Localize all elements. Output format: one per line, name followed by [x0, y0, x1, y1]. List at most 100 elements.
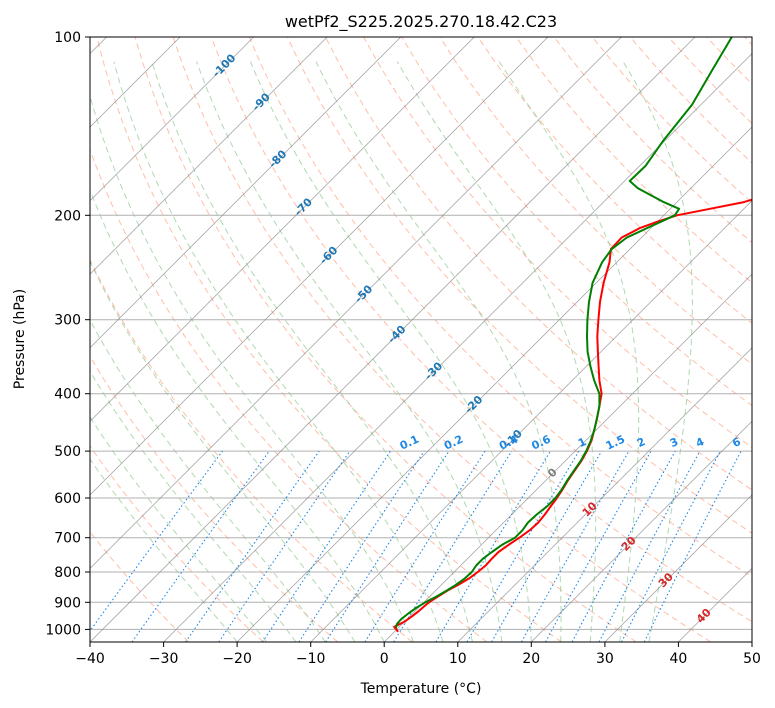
dry-adiabat-line [172, 37, 712, 642]
dry-adiabat-line [134, 37, 637, 642]
moist-adiabat-line [498, 61, 640, 642]
moist-adiabat-line [196, 61, 503, 642]
dry-adiabat-line [439, 37, 752, 365]
isotherm-label: 40 [694, 606, 714, 626]
profile-lines [393, 37, 752, 633]
y-axis-ticks: 100 200 300 400 500 600 700 800 900 1000 [45, 30, 90, 638]
isotherm-label: 0 [545, 465, 560, 480]
y-tick-label: 200 [54, 208, 81, 224]
mixing-ratio-line [393, 450, 513, 642]
x-tick-label: −30 [149, 651, 179, 667]
dry-adiabat-line [248, 37, 752, 578]
x-axis-label: Temperature (°C) [360, 681, 482, 697]
isotherm-label: -30 [422, 359, 445, 382]
isotherm-gridline [383, 273, 752, 642]
dry-adiabat-line [325, 37, 752, 491]
x-tick-label: 30 [596, 651, 614, 667]
dry-adiabat-line [744, 37, 752, 46]
isotherm-gridline [90, 37, 622, 569]
y-tick-label: 800 [54, 565, 81, 581]
dry-adiabat-line [286, 37, 752, 534]
moist-adiabat-line [90, 370, 297, 642]
isotherm-gridline [90, 37, 328, 275]
y-tick-label: 300 [54, 313, 81, 329]
y-tick-label: 700 [54, 531, 81, 547]
y-tick-label: 1000 [45, 622, 81, 638]
y-tick-label: 600 [54, 491, 81, 507]
plot-frame [89, 36, 753, 643]
moist-adiabat-line [90, 188, 385, 642]
x-tick-label: −10 [296, 651, 326, 667]
isotherm-label: -100 [210, 51, 239, 80]
isotherm-gridline [236, 126, 752, 642]
y-tick-label: 400 [54, 387, 81, 403]
isotherm-gridline [163, 53, 752, 642]
x-tick-label: 40 [669, 651, 687, 667]
x-tick-label: 0 [380, 651, 389, 667]
isotherm-label: -90 [250, 90, 273, 113]
moist-adiabat-line [90, 260, 356, 642]
isotherm-gridline [604, 494, 752, 642]
isotherm-gridline [751, 641, 752, 642]
dry-adiabat-line [668, 37, 752, 125]
isotherm-gridline [678, 567, 752, 642]
mixing-ratio-line [571, 450, 676, 642]
mixing-ratio-label: 0.2 [442, 433, 465, 453]
x-tick-label: 10 [449, 651, 467, 667]
dry-adiabat-line [90, 355, 339, 642]
dry-adiabat-line [96, 37, 562, 642]
mixing-ratio-label: 0.1 [398, 433, 421, 453]
mixing-ratio-line [545, 450, 652, 642]
dry-adiabat-line [629, 37, 752, 164]
dewpoint-profile-line [394, 37, 733, 629]
mixing-ratio-line [466, 450, 580, 642]
x-tick-label: −20 [222, 651, 252, 667]
mixing-ratio-label: 2 [635, 435, 647, 450]
mixing-ratio-line [598, 450, 701, 642]
moist-adiabat-line [90, 94, 415, 642]
dry-adiabat-line [90, 258, 413, 642]
mixing-ratio-line [262, 450, 391, 642]
x-tick-label: 50 [743, 651, 761, 667]
isotherm-gridline [90, 37, 475, 422]
mixing-ratio-line [521, 450, 630, 642]
moist-adiabat-line [151, 61, 473, 642]
mixing-ratio-label: 8 [756, 435, 768, 450]
mixing-ratio-line [298, 450, 425, 642]
moist-adiabat-line [396, 61, 597, 642]
isotherm-gridline [90, 37, 402, 349]
isotherm-label: 10 [580, 499, 600, 519]
dry-adiabat-line [90, 148, 488, 642]
dry-adiabat-line [706, 37, 752, 85]
mixing-ratio-label: 6 [730, 435, 743, 450]
mixing-ratio-line [218, 450, 351, 642]
isotherm-label: -20 [462, 393, 485, 416]
isotherm-label: -80 [266, 147, 289, 170]
moist-adiabat-line [249, 61, 532, 642]
temperature-profile-line [393, 198, 752, 633]
isotherm-gridline [90, 37, 254, 202]
isotherm-gridline [90, 37, 549, 496]
mixing-ratio-label: 1.5 [604, 433, 627, 453]
mixing-ratio-line [325, 450, 450, 642]
mixing-ratio-line [364, 450, 486, 642]
dry-adiabat-line [515, 37, 752, 284]
mixing-ratio-label: 4 [694, 435, 707, 450]
isotherm-gridline [310, 200, 752, 642]
isotherm-gridline [457, 347, 752, 642]
background-lines [90, 37, 752, 642]
isotherm-gridline [531, 420, 752, 642]
mixing-ratio-label: 3 [668, 435, 680, 450]
moist-adiabat-line [90, 319, 326, 642]
moist-adiabat-line [622, 61, 693, 642]
dry-adiabat-line [591, 37, 752, 204]
moist-adiabat-line [90, 416, 267, 642]
dry-adiabat-line [210, 37, 752, 623]
mixing-ratio-line [90, 450, 223, 632]
y-axis-label: Pressure (hPa) [12, 289, 28, 389]
y-tick-label: 100 [54, 30, 81, 46]
moist-adiabat-line [315, 61, 562, 642]
x-axis-ticks: −40 −30 −20 −10 0 10 20 30 40 50 [75, 642, 761, 667]
y-tick-label: 900 [54, 595, 81, 611]
